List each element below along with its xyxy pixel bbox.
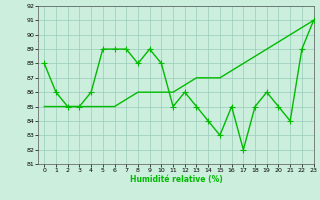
X-axis label: Humidité relative (%): Humidité relative (%) [130,175,222,184]
